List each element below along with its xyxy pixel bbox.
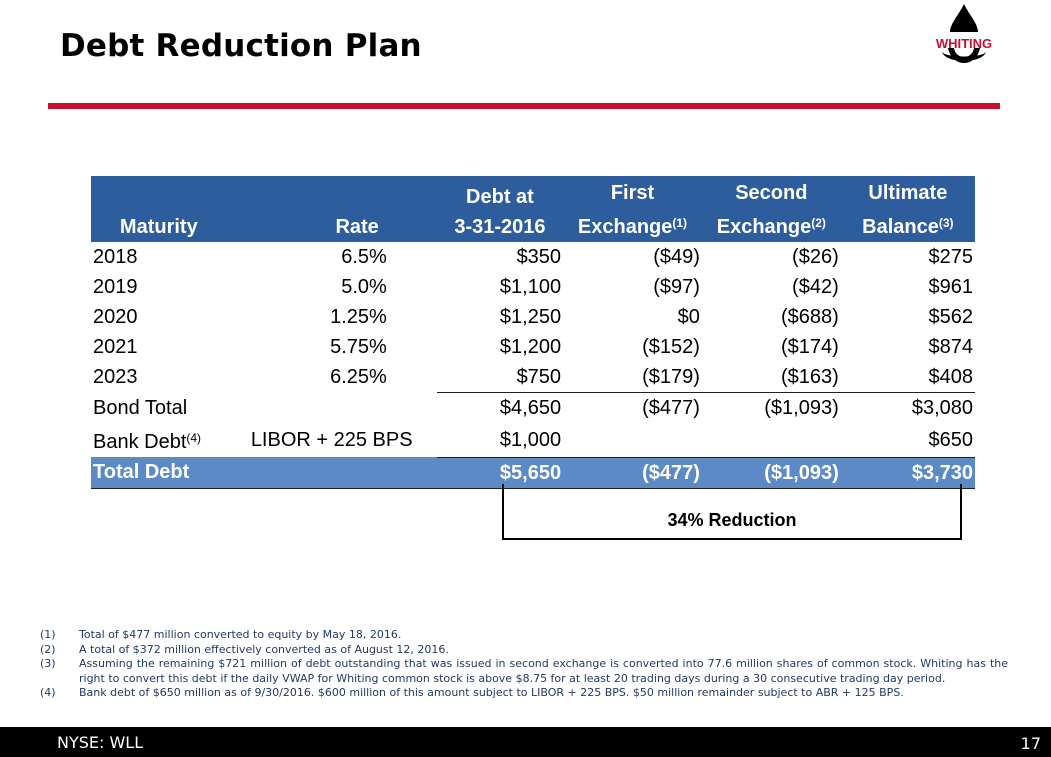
cell-total-debt-second: ($1,093) [701,456,841,489]
cell-first: ($152) [642,336,700,358]
footnotes: (1) Total of $477 million converted to e… [40,628,1008,701]
footnote-text: A total of $372 million effectively conv… [79,642,449,656]
cell-maturity: 2023 [93,366,138,389]
cell-total-debt-rate [226,457,437,489]
cell-ultimate: $961 [928,276,974,298]
cell-bond-total-debt: $4,650 [436,392,564,423]
table-row: 2023 6.25% $750 ($179) ($163) $408 [91,362,975,393]
cell-first: ($97) [653,276,700,298]
table-row: 2018 6.5% $350 ($49) ($26) $275 [91,242,975,272]
cell-second: ($42) [792,276,839,298]
cell-bond-total-label: Bond Total [93,396,188,419]
cell-maturity: 2019 [93,276,138,298]
cell-total-debt-ultimate: $3,730 [840,456,975,489]
whiting-logo: WHITING [926,2,1002,72]
footnote-text: Assuming the remaining $721 million of d… [79,657,1008,685]
reduction-label: 34% Reduction [667,510,797,530]
table-row: 2021 5.75% $1,200 ($152) ($174) $874 [91,332,975,362]
logo-text: WHITING [935,36,993,51]
bond-total-row: Bond Total $4,650 ($477) ($1,093) $3,080 [91,392,975,424]
header-debt: Debt at 3-31-2016 [436,176,564,242]
header-maturity: Maturity [91,176,227,242]
footnote-text: Bank debt of $650 million as of 9/30/201… [79,686,904,699]
debt-table: Maturity Rate Debt at 3-31-2016 First Ex… [91,176,975,489]
cell-total-debt-label: Total Debt [91,457,227,489]
cell-rate: 6.5% [341,246,387,268]
footnote-text: Total of $477 million converted to equit… [79,628,402,641]
cell-ultimate: $408 [928,366,974,388]
cell-second: ($163) [780,366,839,388]
cell-rate: 5.0% [341,276,387,298]
cell-bank-debt-second [702,423,841,457]
ticker-label: NYSE: WLL [57,733,144,752]
cell-rate: 1.25% [330,306,387,328]
title-divider [48,103,1000,109]
cell-first: $0 [677,306,700,328]
cell-total-debt-first: ($477) [563,456,702,489]
cell-maturity: 2018 [93,246,138,268]
footnote-number: (3) [40,657,56,670]
footnote-item: (4) Bank debt of $650 million as of 9/30… [40,686,1008,701]
header-ultimate-balance: Ultimate Balance(3) [840,176,975,242]
cell-second: ($688) [780,306,839,328]
cell-debt: $750 [516,366,562,388]
header-rate: Rate [226,176,437,242]
footnote-item: (3) Assuming the remaining $721 million … [40,657,1008,686]
reduction-bracket [502,484,962,540]
oil-drop-icon [942,4,986,63]
cell-bank-debt-ultimate: $650 [928,428,974,451]
cell-bond-total-first: ($477) [563,392,702,423]
table-row: 2019 5.0% $1,100 ($97) ($42) $961 [91,272,975,302]
cell-debt: $1,250 [499,306,562,328]
cell-second: ($26) [792,246,839,268]
cell-total-debt-debt: $5,650 [436,456,564,489]
cell-bank-debt-label: Bank Debt(4) [93,431,202,453]
cell-debt: $1,200 [499,336,562,358]
footnote-number: (2) [40,642,56,656]
table-header-row: Maturity Rate Debt at 3-31-2016 First Ex… [91,176,975,242]
cell-bond-total-second: ($1,093) [701,392,841,423]
cell-bank-debt-rate: LIBOR + 225 BPS [250,429,413,451]
cell-rate: 6.25% [330,366,387,389]
header-first-exchange: First Exchange(1) [563,176,702,242]
cell-bank-debt-first [563,423,702,457]
cell-rate: 5.75% [330,336,387,358]
footnote-item: (2) A total of $372 million effectively … [40,643,1008,658]
page-title: Debt Reduction Plan [60,28,422,64]
cell-maturity: 2021 [93,336,138,358]
footnote-item: (1) Total of $477 million converted to e… [40,628,1008,643]
cell-ultimate: $562 [928,306,974,328]
bank-debt-row: Bank Debt(4) LIBOR + 225 BPS $1,000 $650 [91,423,975,457]
total-debt-row: Total Debt $5,650 ($477) ($1,093) $3,730 [91,456,975,489]
cell-ultimate: $275 [928,246,974,268]
cell-bank-debt-debt: $1,000 [499,428,562,451]
cell-debt: $350 [516,246,562,268]
cell-bond-total-rate [227,393,437,424]
footer-bar: NYSE: WLL 17 [0,727,1051,757]
cell-second: ($174) [780,336,839,358]
footnote-number: (4) [40,686,56,699]
cell-first: ($49) [653,246,700,268]
footnote-number: (1) [40,628,56,641]
cell-ultimate: $874 [928,336,974,358]
cell-maturity: 2020 [93,306,138,328]
cell-bond-total-ultimate: $3,080 [840,392,975,423]
table-row: 2020 1.25% $1,250 $0 ($688) $562 [91,302,975,332]
cell-debt: $1,100 [499,276,562,298]
cell-first: ($179) [642,366,700,388]
header-second-exchange: Second Exchange(2) [701,176,841,242]
page-number: 17 [1020,734,1041,753]
